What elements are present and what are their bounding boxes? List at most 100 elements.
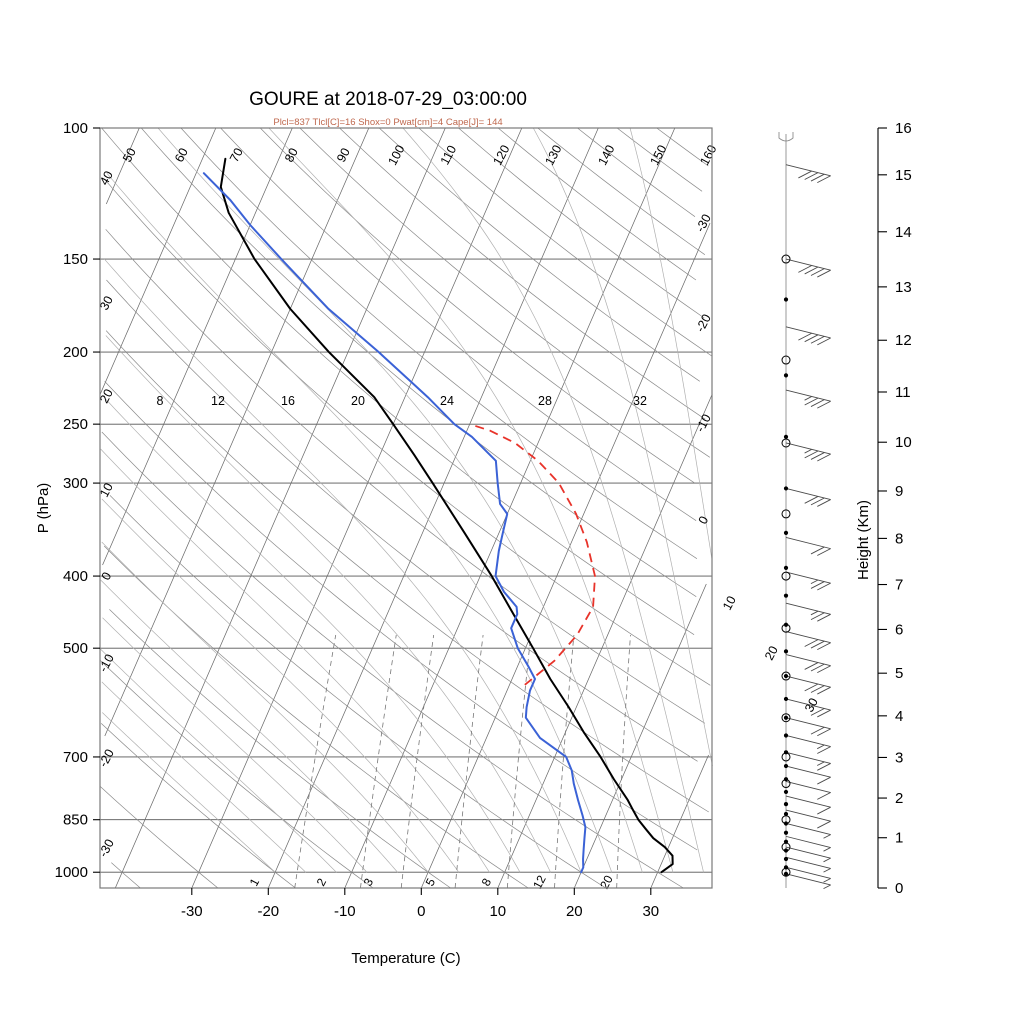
wind-top-marker	[778, 132, 794, 142]
height-marker-circle	[781, 438, 791, 448]
dry-adiabat-line	[101, 127, 695, 635]
wind-half-barb	[823, 834, 831, 839]
temperature-axis: -30 -20 -10 0 10 20 30	[181, 888, 659, 920]
isotherm-line	[102, 127, 293, 566]
isotherm-line	[99, 127, 217, 395]
height-tick-label: 4	[895, 708, 903, 725]
pressure-marker-dot	[783, 715, 789, 720]
wind-full-barb	[804, 397, 819, 406]
pressure-marker-dot	[783, 565, 789, 570]
moist-adiabat-line	[533, 127, 713, 767]
mixing-ratio-label: 8	[479, 876, 495, 889]
pressure-marker-dot	[783, 486, 789, 491]
wind-full-barb	[817, 582, 831, 591]
wind-barb	[785, 631, 831, 651]
wind-full-barb	[804, 662, 819, 670]
isotherm-line	[344, 127, 676, 889]
height-marker-circle	[781, 752, 791, 762]
wind-full-barb	[810, 497, 825, 506]
pressure-marker-dot	[783, 696, 789, 702]
wind-barb	[785, 873, 831, 890]
height-marker-circle	[781, 671, 791, 681]
moist-adiabat-line	[104, 258, 582, 873]
dry-adiabat-line	[109, 609, 451, 889]
theta-label-top: 50	[120, 146, 139, 165]
height-tick-label: 13	[895, 279, 912, 296]
moist-adiabat-line	[157, 127, 643, 873]
wind-full-barb	[804, 639, 819, 647]
moist-adiabat-line	[99, 647, 337, 873]
dewpoint-profile	[202, 172, 587, 874]
moist-adiabat-line	[103, 396, 521, 873]
pressure-marker-dot	[783, 871, 789, 876]
parcel-profile	[469, 423, 596, 686]
pressure-tick-label: 100	[63, 120, 88, 137]
isotherm-label-right: 20	[762, 644, 781, 663]
height-tick-label: 16	[895, 120, 912, 137]
wind-barb	[785, 487, 831, 507]
wind-full-barb	[810, 452, 825, 460]
wind-full-barb	[817, 763, 831, 771]
wind-full-barb	[817, 709, 831, 718]
theta-label-top: 70	[227, 146, 246, 165]
wind-full-barb	[804, 450, 819, 459]
height-marker-circle	[781, 254, 791, 264]
wind-full-barb	[810, 663, 825, 672]
wind-staff	[785, 258, 831, 271]
wind-full-barb	[810, 268, 825, 276]
wind-staff	[785, 537, 831, 550]
wind-staff	[785, 780, 831, 793]
theta-label-top: 130	[542, 143, 564, 168]
theta-label-top: 160	[697, 143, 719, 168]
dry-adiabat-line	[577, 127, 696, 217]
height-marker-circle	[781, 355, 791, 365]
height-tick-label: 15	[895, 167, 912, 184]
wind-full-barb	[817, 548, 831, 556]
wind-staff	[785, 795, 831, 808]
moist-adiabat-label: 16	[281, 394, 295, 408]
theta-label-top: 90	[334, 146, 353, 165]
height-marker-circle	[781, 623, 791, 633]
wind-barb	[785, 675, 831, 695]
wind-full-barb	[817, 269, 831, 278]
wind-half-barb	[804, 449, 812, 454]
wind-half-barb	[810, 579, 819, 585]
height-marker-circle	[781, 842, 791, 852]
pressure-marker-dot	[783, 856, 789, 862]
isotherm-line	[573, 583, 707, 889]
wind-staff	[785, 571, 831, 584]
height-tick-label: 11	[895, 384, 911, 401]
wind-staff	[785, 487, 831, 500]
wind-barb	[785, 698, 831, 718]
height-tick-label: 2	[895, 790, 903, 807]
mixing-ratio-line	[360, 634, 397, 889]
mixing-ratio-line	[294, 634, 337, 889]
pressure-marker-dot	[783, 593, 789, 598]
wind-full-barb	[817, 175, 831, 184]
moist-adiabat-label: 28	[538, 394, 552, 408]
theta-label-top: 140	[595, 143, 617, 168]
dry-adiabat-line	[656, 127, 709, 167]
wind-half-barb	[823, 868, 831, 873]
mixing-ratio-line	[506, 634, 532, 889]
dry-adiabat-line	[458, 127, 705, 319]
wind-full-barb	[804, 266, 819, 275]
wind-staff	[785, 873, 831, 886]
pressure-marker-dot	[783, 434, 789, 439]
temperature-tick-label: 20	[566, 903, 583, 920]
theta-label-left: 20	[97, 387, 116, 406]
wind-full-barb	[817, 453, 831, 462]
wind-barb-column	[778, 132, 831, 890]
moist-adiabat-line	[102, 617, 368, 873]
isotherm-line	[104, 127, 370, 737]
moist-adiabat-line	[105, 335, 551, 873]
temperature-profile	[219, 157, 674, 874]
temperature-tick-label: 0	[417, 903, 425, 920]
pressure-marker-dot	[783, 622, 789, 627]
mixing-ratio-line	[400, 634, 435, 889]
dry-adiabat-line	[101, 431, 684, 889]
wind-half-barb	[823, 884, 831, 890]
wind-barb	[785, 326, 831, 346]
isotherm-label-right: -20	[693, 312, 714, 335]
theta-label-left: -10	[96, 652, 117, 675]
